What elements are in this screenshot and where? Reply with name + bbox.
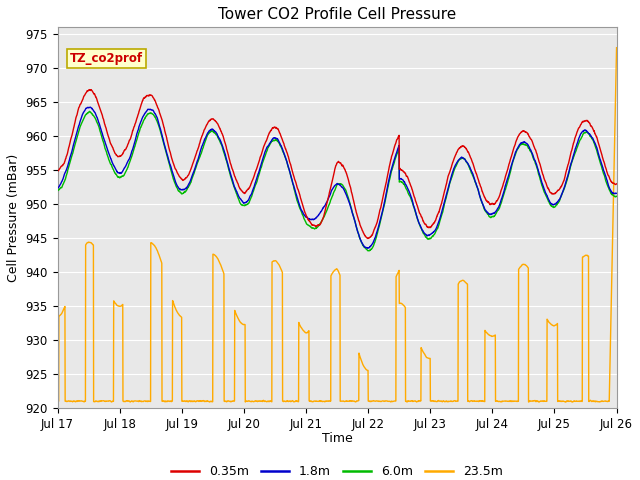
Text: TZ_co2prof: TZ_co2prof <box>70 52 143 65</box>
Legend: 0.35m, 1.8m, 6.0m, 23.5m: 0.35m, 1.8m, 6.0m, 23.5m <box>166 460 508 480</box>
Title: Tower CO2 Profile Cell Pressure: Tower CO2 Profile Cell Pressure <box>218 7 456 22</box>
Y-axis label: Cell Pressure (mBar): Cell Pressure (mBar) <box>7 154 20 282</box>
X-axis label: Time: Time <box>322 432 353 445</box>
